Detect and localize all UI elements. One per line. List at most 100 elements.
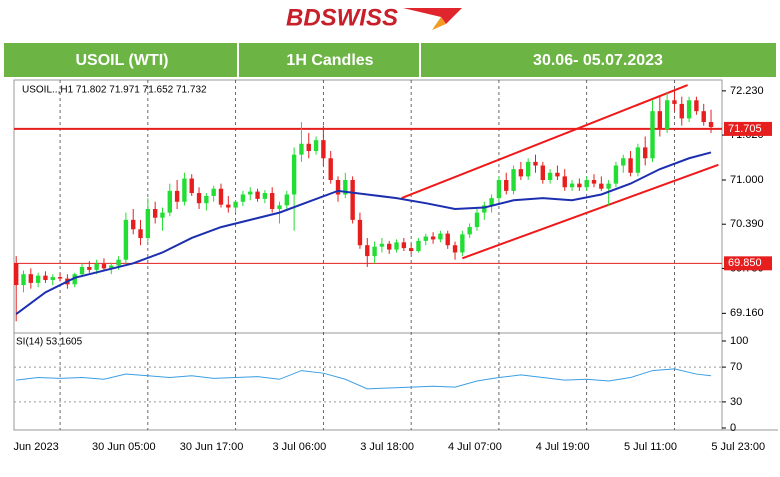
candle-body bbox=[313, 140, 319, 152]
candle-body bbox=[79, 266, 85, 275]
y-tick-label: 70 bbox=[730, 361, 742, 373]
x-tick-label: Jun 2023 bbox=[13, 441, 58, 453]
candle-body bbox=[262, 193, 268, 199]
candle-body bbox=[160, 212, 165, 218]
title: 1H Candles bbox=[286, 52, 373, 69]
candle-body bbox=[686, 100, 692, 119]
candle-body bbox=[650, 111, 655, 159]
candle-body bbox=[328, 158, 333, 180]
candle-body bbox=[540, 165, 545, 180]
candle-body bbox=[423, 236, 428, 241]
candle-body bbox=[408, 248, 414, 252]
candle-body bbox=[511, 169, 516, 191]
candle-body bbox=[672, 100, 677, 104]
candle-body bbox=[555, 172, 560, 177]
moving-average bbox=[15, 151, 712, 315]
candle-body bbox=[635, 147, 641, 173]
candle-body bbox=[438, 233, 443, 240]
candle-body bbox=[708, 122, 714, 128]
x-tick-label: 3 Jul 06:00 bbox=[272, 441, 326, 453]
y-tick-label: 100 bbox=[730, 335, 748, 347]
x-tick-label: 5 Jul 11:00 bbox=[624, 441, 677, 453]
candle-body bbox=[189, 178, 194, 194]
candle-body bbox=[21, 274, 26, 286]
candle-body bbox=[152, 208, 158, 218]
candle-body bbox=[657, 111, 663, 130]
candle-body bbox=[562, 176, 567, 188]
candle-body bbox=[694, 100, 699, 112]
candle-body bbox=[269, 193, 275, 209]
candle-body bbox=[101, 264, 107, 269]
candle-body bbox=[233, 201, 238, 208]
candle-body bbox=[664, 100, 670, 130]
candle-body bbox=[445, 233, 450, 246]
x-tick-label: 30 Jun 05:00 bbox=[92, 441, 156, 453]
level-label: 71.705 bbox=[728, 123, 762, 135]
candle-body bbox=[248, 191, 253, 195]
candle-body bbox=[379, 243, 385, 247]
brand: BDSWISS bbox=[286, 4, 398, 31]
y-tick-label: 70.390 bbox=[730, 218, 764, 230]
candle-body bbox=[211, 188, 216, 196]
candle-body bbox=[533, 161, 538, 166]
candle-body bbox=[628, 158, 633, 173]
candle-body bbox=[606, 183, 611, 189]
candle-body bbox=[525, 161, 531, 177]
candle-body bbox=[145, 208, 151, 238]
candle-body bbox=[452, 245, 458, 253]
candle-body bbox=[591, 180, 597, 184]
candle-body bbox=[489, 198, 494, 206]
candle-body bbox=[599, 183, 604, 189]
y-tick-label: 0 bbox=[730, 422, 736, 434]
candle-body bbox=[123, 219, 129, 260]
x-tick-label: 5 Jul 23:00 bbox=[711, 441, 765, 453]
candle-body bbox=[174, 190, 180, 202]
candle-body bbox=[504, 180, 509, 191]
candle-body bbox=[474, 212, 480, 228]
candle-body bbox=[131, 219, 136, 230]
candle-body bbox=[182, 178, 187, 202]
candle-body bbox=[569, 183, 575, 188]
candle-body bbox=[291, 154, 297, 195]
candle-body bbox=[138, 229, 143, 238]
title-bar bbox=[4, 43, 776, 77]
candle-body bbox=[28, 274, 34, 283]
brand-arrow bbox=[403, 8, 462, 24]
candle-body bbox=[109, 265, 114, 269]
candle-body bbox=[218, 188, 224, 205]
candle-body bbox=[357, 219, 363, 246]
x-tick-label: 4 Jul 19:00 bbox=[536, 441, 590, 453]
candle-body bbox=[57, 277, 63, 279]
candle-body bbox=[299, 143, 304, 155]
candle-body bbox=[643, 147, 648, 159]
candle-body bbox=[701, 111, 706, 123]
candle-body bbox=[679, 103, 684, 119]
y-tick-label: 71.000 bbox=[730, 174, 764, 186]
candle-body bbox=[94, 264, 99, 270]
candle-body bbox=[350, 180, 355, 220]
rsi-line bbox=[16, 368, 712, 390]
candle-body bbox=[577, 183, 582, 188]
candle-body bbox=[204, 195, 209, 204]
candle-body bbox=[196, 193, 202, 204]
candle-body bbox=[35, 275, 41, 283]
candle-body bbox=[50, 277, 55, 280]
candle-body bbox=[365, 245, 370, 257]
candle-body bbox=[621, 158, 626, 166]
y-tick-label: 72.230 bbox=[730, 85, 764, 97]
channel-line bbox=[401, 84, 688, 200]
candle-body bbox=[460, 234, 465, 253]
candle-body bbox=[372, 246, 377, 257]
x-tick-label: 4 Jul 07:00 bbox=[448, 441, 502, 453]
candle-body bbox=[72, 274, 77, 285]
candle-body bbox=[343, 180, 348, 195]
candle-body bbox=[547, 172, 553, 180]
x-tick-label: 3 Jul 18:00 bbox=[360, 441, 414, 453]
candle-body bbox=[277, 205, 282, 209]
candle-body bbox=[518, 169, 524, 177]
brand-arrow bbox=[432, 17, 446, 30]
candle-body bbox=[226, 204, 231, 208]
candle-body bbox=[430, 236, 436, 240]
